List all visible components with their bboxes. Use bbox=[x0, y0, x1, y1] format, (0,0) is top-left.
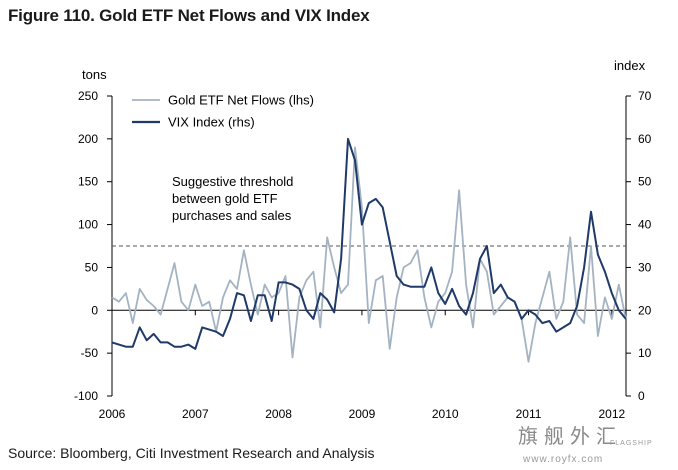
y-tick-label-right: 70 bbox=[638, 89, 652, 103]
annotation-line: purchases and sales bbox=[172, 208, 292, 223]
y-tick-label-right: 10 bbox=[638, 346, 652, 360]
x-tick-label: 2007 bbox=[182, 407, 209, 421]
y-tick-label-right: 60 bbox=[638, 132, 652, 146]
y-axis-label-right: index bbox=[614, 58, 646, 73]
y-tick-label-left: 200 bbox=[78, 132, 98, 146]
vix-index-line bbox=[111, 137, 627, 350]
watermark-url: www.royfx.com bbox=[523, 454, 604, 465]
legend-vix-label: VIX Index (rhs) bbox=[168, 115, 255, 130]
annotation-line: between gold ETF bbox=[172, 191, 278, 206]
y-tick-label-left: -50 bbox=[81, 346, 99, 360]
x-tick-label: 2009 bbox=[349, 407, 376, 421]
source-note: Source: Bloomberg, Citi Investment Resea… bbox=[8, 445, 375, 461]
y-tick-label-left: 50 bbox=[85, 260, 99, 274]
figure-title: Figure 110. Gold ETF Net Flows and VIX I… bbox=[8, 6, 370, 25]
y-tick-label-left: 100 bbox=[78, 218, 98, 232]
watermark-chinese: 旗舰外汇 bbox=[518, 424, 622, 448]
x-tick-label: 2010 bbox=[432, 407, 459, 421]
y-axis-label-left: tons bbox=[82, 67, 107, 82]
y-tick-label-left: 250 bbox=[78, 89, 98, 103]
annotation-line: Suggestive threshold bbox=[172, 174, 293, 189]
y-tick-label-left: 150 bbox=[78, 175, 98, 189]
legend: Gold ETF Net Flows (lhs) VIX Index (rhs) bbox=[132, 93, 314, 130]
watermark: 旗舰外汇 FLAGSHIP www.royfx.com bbox=[518, 420, 678, 470]
x-tick-label: 2012 bbox=[598, 407, 625, 421]
x-tick-label: 2006 bbox=[99, 407, 126, 421]
watermark-flagship: FLAGSHIP bbox=[610, 440, 653, 447]
y-tick-label-right: 30 bbox=[638, 260, 652, 274]
y-tick-label-right: 0 bbox=[638, 389, 645, 403]
y-tick-label-right: 20 bbox=[638, 303, 652, 317]
y-tick-label-left: -100 bbox=[74, 389, 98, 403]
y-tick-label-right: 50 bbox=[638, 175, 652, 189]
legend-gold-etf-label: Gold ETF Net Flows (lhs) bbox=[168, 93, 314, 108]
gold-etf-flows-line bbox=[111, 146, 627, 363]
x-tick-label: 2008 bbox=[265, 407, 292, 421]
chart: tons index 250200150100500-50-1007060504… bbox=[74, 58, 652, 421]
y-tick-label-right: 40 bbox=[638, 218, 652, 232]
y-tick-label-left: 0 bbox=[91, 303, 98, 317]
threshold-annotation: Suggestive threshold between gold ETF purc… bbox=[172, 174, 293, 223]
x-tick-label: 2011 bbox=[516, 407, 542, 421]
